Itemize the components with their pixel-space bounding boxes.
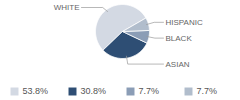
svg-text:7.7%: 7.7% — [139, 86, 160, 96]
svg-text:30.8%: 30.8% — [81, 86, 107, 96]
svg-text:HISPANIC: HISPANIC — [166, 18, 203, 27]
svg-text:7.7%: 7.7% — [197, 86, 218, 96]
svg-text:BLACK: BLACK — [166, 34, 193, 43]
svg-text:WHITE: WHITE — [54, 3, 80, 12]
svg-text:53.8%: 53.8% — [23, 86, 49, 96]
svg-text:ASIAN: ASIAN — [166, 60, 190, 69]
